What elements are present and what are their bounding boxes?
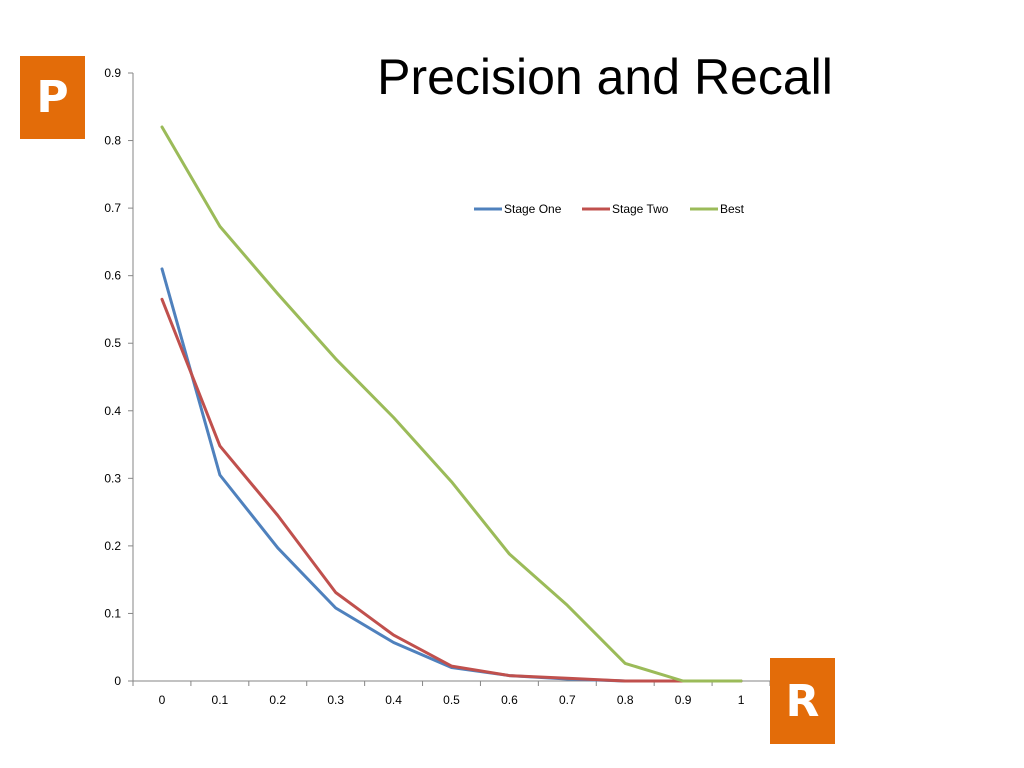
y-tick-label: 0.6: [104, 269, 121, 283]
chart-legend: Stage One Stage Two Best: [474, 202, 745, 216]
r-badge: R: [770, 658, 835, 744]
y-tick-label: 0.7: [104, 201, 121, 215]
y-tick-label: 0.1: [104, 606, 121, 620]
legend-label-stage-two: Stage Two: [612, 202, 669, 216]
series-line-stage-one: [160, 267, 743, 683]
y-tick-label: 0.8: [104, 134, 121, 148]
series-lines: [160, 125, 743, 683]
x-axis-ticks: 0 0.1 0.2 0.3 0.4 0.5 0.6 0.7 0.8 0.9 1: [132, 681, 771, 707]
r-badge-label: R: [785, 675, 820, 727]
y-tick-label: 0.5: [104, 336, 121, 350]
x-tick-label: 0.5: [443, 693, 460, 707]
y-tick-label: 0.4: [104, 404, 121, 418]
x-tick-label: 0.9: [675, 693, 692, 707]
legend-label-best: Best: [720, 202, 745, 216]
slide-title: Precision and Recall: [377, 49, 833, 105]
x-tick-label: 0.3: [327, 693, 344, 707]
legend-label-stage-one: Stage One: [504, 202, 562, 216]
y-tick-label: 0: [114, 674, 121, 688]
x-tick-label: 1: [738, 693, 745, 707]
chart-axes: [132, 73, 770, 682]
p-badge: P: [20, 56, 85, 139]
y-tick-label: 0.2: [104, 539, 121, 553]
x-tick-label: 0.8: [617, 693, 634, 707]
y-axis-ticks: 0 0.1 0.2 0.3 0.4 0.5 0.6 0.7 0.8 0.9: [104, 66, 133, 688]
x-tick-label: 0.1: [212, 693, 229, 707]
x-tick-label: 0.4: [385, 693, 402, 707]
x-tick-label: 0.6: [501, 693, 518, 707]
x-tick-label: 0: [159, 693, 166, 707]
p-badge-label: P: [36, 72, 69, 123]
y-tick-label: 0.9: [104, 66, 121, 80]
x-tick-label: 0.2: [269, 693, 286, 707]
series-line-best: [160, 125, 743, 683]
y-tick-label: 0.3: [104, 471, 121, 485]
x-tick-label: 0.7: [559, 693, 576, 707]
series-line-stage-two: [160, 297, 743, 683]
